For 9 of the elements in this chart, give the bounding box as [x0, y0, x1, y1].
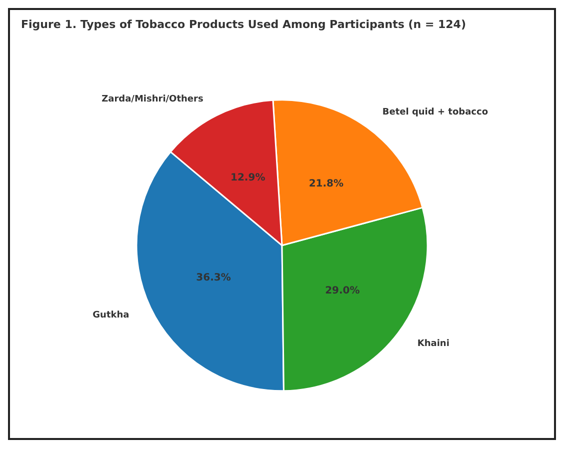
slice-label: Khaini [417, 339, 450, 350]
chart-title: Figure 1. Types of Tobacco Products Used Among Participants (n = 124) [21, 18, 466, 31]
slice-label: Zarda/Mishri/Others [102, 94, 204, 104]
data-label: 36.3% [196, 272, 231, 284]
slice-label: Betel quid + tobacco [382, 108, 488, 118]
data-label: 21.8% [308, 178, 344, 190]
data-label: 29.0% [325, 286, 360, 297]
data-label: 12.9% [230, 172, 266, 184]
slice-label: Gutkha [92, 310, 130, 320]
